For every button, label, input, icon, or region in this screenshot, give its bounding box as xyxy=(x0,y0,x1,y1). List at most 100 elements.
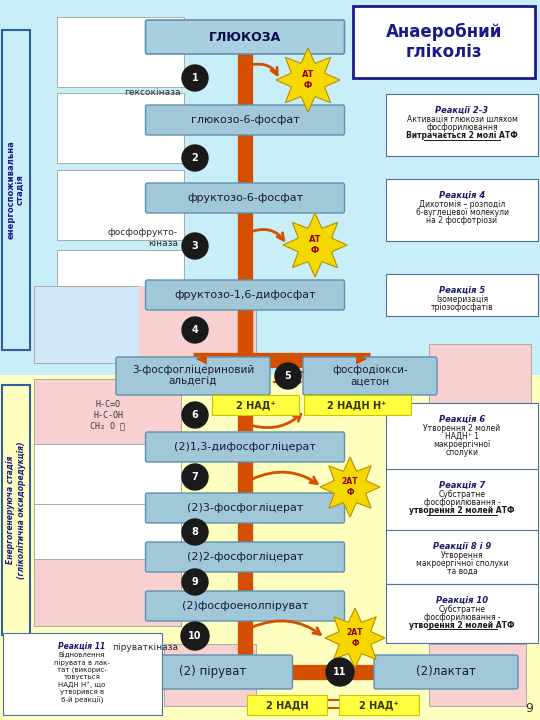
Text: Реакції 2-3: Реакції 2-3 xyxy=(435,106,489,115)
FancyBboxPatch shape xyxy=(57,250,184,320)
FancyBboxPatch shape xyxy=(34,559,181,626)
Text: Реакція 6: Реакція 6 xyxy=(439,415,485,423)
Text: 8: 8 xyxy=(192,527,198,537)
FancyBboxPatch shape xyxy=(386,179,538,241)
FancyBboxPatch shape xyxy=(145,183,345,213)
Text: енергоспоживальна
стадія: енергоспоживальна стадія xyxy=(6,140,26,239)
Text: Утворення 2 молей: Утворення 2 молей xyxy=(423,423,501,433)
FancyBboxPatch shape xyxy=(133,655,293,689)
Text: утворення 2 молей АТФ: утворення 2 молей АТФ xyxy=(409,506,515,515)
Polygon shape xyxy=(276,48,340,112)
FancyBboxPatch shape xyxy=(116,357,270,395)
Text: 3-фосфогліцериновий
альдегід: 3-фосфогліцериновий альдегід xyxy=(132,365,254,387)
FancyBboxPatch shape xyxy=(34,444,181,511)
Text: H-C=O
H-C-OH
CH₂ O ⑫: H-C=O H-C-OH CH₂ O ⑫ xyxy=(91,400,125,430)
Text: (2)3-фосфогліцерат: (2)3-фосфогліцерат xyxy=(187,503,303,513)
Text: фосфорилювання -: фосфорилювання - xyxy=(423,613,501,621)
FancyBboxPatch shape xyxy=(386,274,538,316)
Text: тріозофосфатів: тріозофосфатів xyxy=(431,303,494,312)
FancyBboxPatch shape xyxy=(145,280,345,310)
FancyBboxPatch shape xyxy=(2,30,30,350)
FancyBboxPatch shape xyxy=(139,286,256,363)
Text: Витрачається 2 молі АТФ: Витрачається 2 молі АТФ xyxy=(406,131,518,140)
FancyBboxPatch shape xyxy=(429,344,531,411)
FancyBboxPatch shape xyxy=(212,395,299,415)
Text: сполуки: сполуки xyxy=(446,448,478,456)
Text: фруктозо-6-фосфат: фруктозо-6-фосфат xyxy=(187,193,303,203)
Text: 2 НАД⁺: 2 НАД⁺ xyxy=(359,700,399,710)
FancyBboxPatch shape xyxy=(247,695,327,715)
Text: піруваткіназа: піруваткіназа xyxy=(112,644,178,652)
FancyBboxPatch shape xyxy=(386,583,538,642)
Circle shape xyxy=(182,233,208,259)
Text: АТ
Ф: АТ Ф xyxy=(309,235,321,255)
FancyBboxPatch shape xyxy=(145,493,345,523)
Text: НАДН⁺ 1: НАДН⁺ 1 xyxy=(445,431,479,441)
Text: 2АТ
Ф: 2АТ Ф xyxy=(347,629,363,648)
Text: 4: 4 xyxy=(192,325,198,335)
FancyBboxPatch shape xyxy=(386,402,538,472)
FancyBboxPatch shape xyxy=(145,105,345,135)
Text: 9: 9 xyxy=(192,577,198,587)
Text: 2 НАД⁺: 2 НАД⁺ xyxy=(236,400,276,410)
Polygon shape xyxy=(325,608,385,668)
FancyBboxPatch shape xyxy=(0,375,540,720)
Text: Реакція 4: Реакція 4 xyxy=(439,191,485,200)
Text: Відновлення
пірувата в лак-
тат (викорис-
товується
НАДН Н⁺, що
утворився в
6-й : Відновлення пірувата в лак- тат (викорис… xyxy=(54,651,110,704)
Text: 9: 9 xyxy=(525,702,533,715)
Circle shape xyxy=(182,464,208,490)
FancyBboxPatch shape xyxy=(374,655,518,689)
Text: Субстратне: Субстратне xyxy=(438,490,485,499)
Text: Дихотомія – розподіл: Дихотомія – розподіл xyxy=(419,200,505,209)
FancyBboxPatch shape xyxy=(57,17,184,87)
FancyBboxPatch shape xyxy=(164,644,256,706)
FancyBboxPatch shape xyxy=(386,94,538,156)
Text: глюкозо-6-фосфат: глюкозо-6-фосфат xyxy=(191,115,299,125)
FancyBboxPatch shape xyxy=(145,20,345,54)
Circle shape xyxy=(182,402,208,428)
Text: 1: 1 xyxy=(192,73,198,83)
Text: (2)фосфоенолпіруват: (2)фосфоенолпіруват xyxy=(182,601,308,611)
Text: Субстратне: Субстратне xyxy=(438,605,485,613)
FancyBboxPatch shape xyxy=(3,633,162,715)
Text: Активація глюкози шляхом: Активація глюкози шляхом xyxy=(407,115,517,124)
FancyBboxPatch shape xyxy=(339,695,419,715)
Text: Реакція 5: Реакція 5 xyxy=(439,286,485,295)
Text: 2: 2 xyxy=(192,153,198,163)
Text: 11: 11 xyxy=(333,667,347,677)
Text: 3: 3 xyxy=(192,241,198,251)
FancyBboxPatch shape xyxy=(34,504,181,571)
Text: утворення 2 молей АТФ: утворення 2 молей АТФ xyxy=(409,621,515,629)
Text: (2) піруват: (2) піруват xyxy=(179,665,247,678)
Text: 2АТ
Ф: 2АТ Ф xyxy=(342,477,358,497)
FancyBboxPatch shape xyxy=(34,379,181,446)
Text: фосфодіокси-
ацетон: фосфодіокси- ацетон xyxy=(332,365,408,387)
Text: макроергічної: макроергічної xyxy=(434,439,491,449)
FancyBboxPatch shape xyxy=(145,591,345,621)
Text: 2 НАДН Н⁺: 2 НАДН Н⁺ xyxy=(327,400,387,410)
Text: гексокіназа: гексокіназа xyxy=(125,88,181,96)
Circle shape xyxy=(182,65,208,91)
Text: фруктозо-1,6-дифосфат: фруктозо-1,6-дифосфат xyxy=(174,290,316,300)
Text: 6: 6 xyxy=(192,410,198,420)
Circle shape xyxy=(182,145,208,171)
Text: 2 НАДН: 2 НАДН xyxy=(266,700,308,710)
Text: ГЛЮКОЗА: ГЛЮКОЗА xyxy=(209,30,281,43)
Text: (2)2-фосфогліцерат: (2)2-фосфогліцерат xyxy=(187,552,303,562)
Text: фосфофрукто-
кіназа: фосфофрукто- кіназа xyxy=(108,228,178,248)
FancyBboxPatch shape xyxy=(353,6,535,78)
Text: на 2 фосфотріози: на 2 фосфотріози xyxy=(427,216,497,225)
Text: Ізомеризація: Ізомеризація xyxy=(436,295,488,304)
Polygon shape xyxy=(283,213,347,277)
Text: 5: 5 xyxy=(285,371,292,381)
Text: Енергогенеруюча стадія
(гліколітична оксидоредукція): Енергогенеруюча стадія (гліколітична окс… xyxy=(6,441,26,579)
FancyBboxPatch shape xyxy=(386,530,538,584)
Text: фосфорилювання -: фосфорилювання - xyxy=(423,498,501,507)
FancyBboxPatch shape xyxy=(34,286,256,363)
Text: Утворення: Утворення xyxy=(441,551,483,560)
Text: Анаеробний
гліколіз: Анаеробний гліколіз xyxy=(386,22,502,61)
FancyBboxPatch shape xyxy=(0,0,540,375)
FancyBboxPatch shape xyxy=(429,644,526,706)
FancyBboxPatch shape xyxy=(145,432,345,462)
Text: 10: 10 xyxy=(188,631,202,641)
